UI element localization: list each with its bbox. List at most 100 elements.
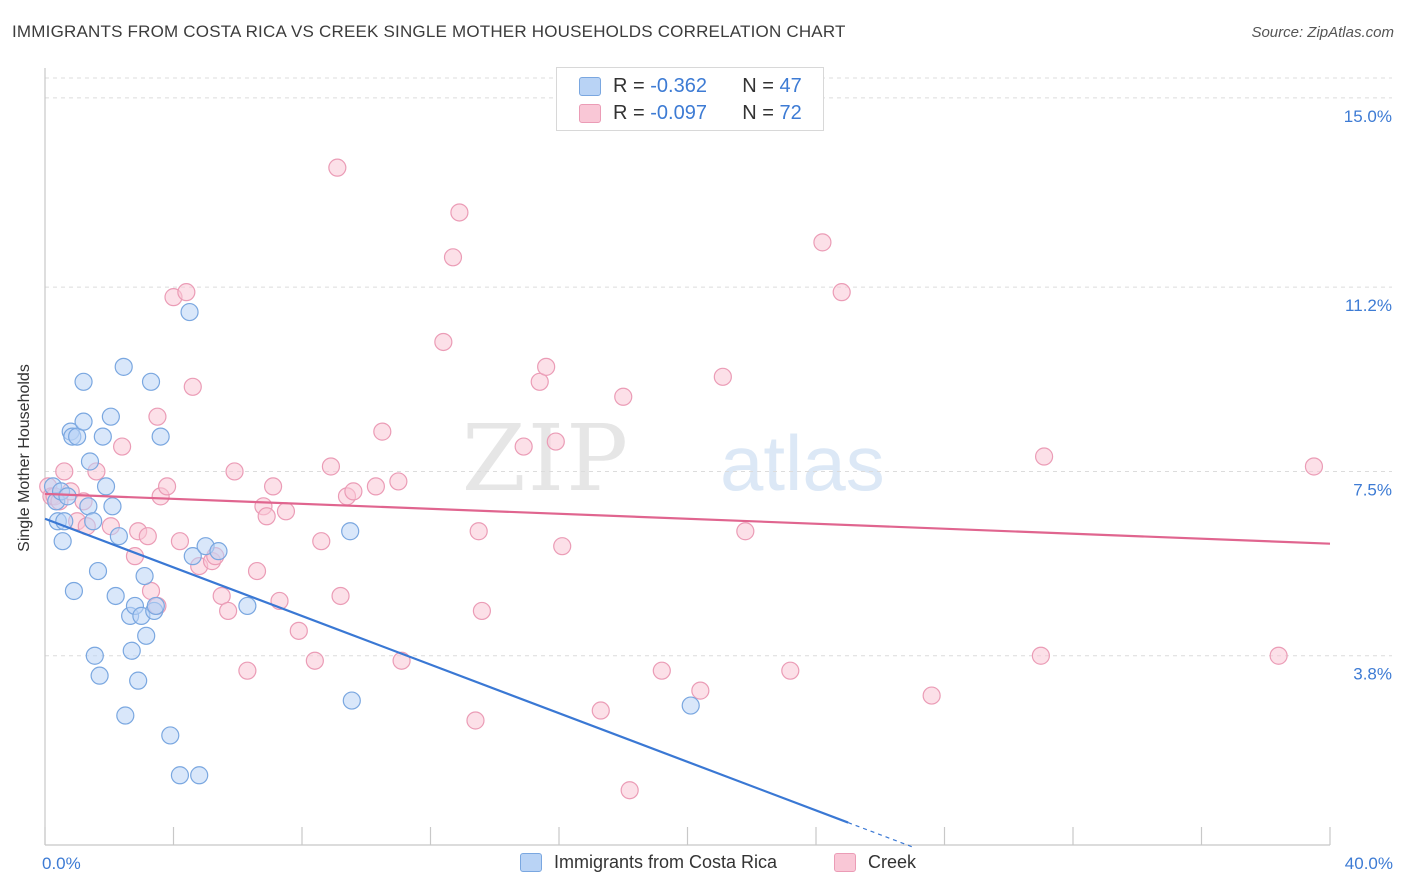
point-creek-60 (591, 701, 610, 720)
y-tick-label-0: 3.8% (1353, 665, 1392, 684)
trend-line-costa-rica (44, 517, 849, 824)
trend-line-costa-rica-extension (847, 822, 913, 848)
point-costa-rica-12 (74, 372, 93, 391)
point-creek-33 (257, 507, 276, 526)
legend-r-label: R = (613, 74, 651, 97)
point-creek-39 (312, 532, 331, 551)
y-tick-label-2: 11.2% (1345, 296, 1392, 315)
point-creek-55 (514, 437, 533, 456)
point-costa-rica-18 (90, 666, 109, 685)
legend-label-creek: Creek (868, 852, 917, 872)
point-costa-rica-26 (116, 706, 135, 725)
point-creek-65 (713, 367, 732, 386)
point-creek-41 (328, 158, 347, 177)
legend-r-value: -0.097 (650, 101, 707, 124)
legend-r-value: -0.362 (650, 74, 707, 97)
legend-n-label: N = (742, 101, 780, 124)
legend-r-label: R = (613, 101, 651, 124)
legend-row-costa-rica: R = -0.362 N = 47 (579, 73, 802, 99)
point-creek-50 (443, 248, 463, 267)
point-costa-rica-17 (88, 561, 108, 581)
point-costa-rica-6 (58, 487, 77, 506)
point-creek-11 (112, 437, 132, 456)
point-creek-66 (736, 522, 755, 541)
point-creek-47 (389, 472, 408, 491)
point-costa-rica-15 (84, 512, 103, 531)
legend-n-value: 47 (779, 74, 802, 97)
point-creek-36 (276, 502, 296, 521)
point-costa-rica-45 (238, 596, 257, 616)
point-creek-38 (305, 651, 324, 670)
point-creek-73 (1269, 646, 1288, 665)
watermark: ZIP atlas (462, 405, 885, 512)
point-creek-23 (183, 377, 202, 396)
point-creek-54 (472, 601, 491, 621)
point-creek-61 (614, 387, 633, 406)
point-creek-4 (55, 462, 74, 481)
stats-legend: R = -0.362 N = 47 R = -0.097 N = 72 (556, 67, 824, 131)
point-creek-46 (373, 422, 392, 441)
point-creek-52 (466, 711, 485, 730)
point-creek-71 (1031, 646, 1050, 665)
point-costa-rica-36 (146, 596, 165, 616)
point-creek-48 (392, 651, 411, 670)
point-creek-45 (366, 477, 385, 496)
point-creek-29 (225, 462, 244, 481)
point-costa-rica-21 (101, 407, 120, 426)
point-costa-rica-30 (129, 671, 148, 690)
tick-labels: 3.8% 7.5% 11.2% 15.0% 0.0% 40.0% (42, 107, 1393, 873)
point-creek-37 (289, 621, 308, 640)
point-costa-rica-20 (96, 477, 116, 496)
point-creek-57 (537, 357, 556, 376)
point-costa-rica-28 (122, 641, 141, 660)
y-tick-label-1: 7.5% (1353, 480, 1392, 499)
point-costa-rica-23 (106, 586, 125, 606)
point-costa-rica-38 (161, 726, 180, 745)
point-costa-rica-42 (190, 766, 209, 785)
legend-swatch-pink (834, 853, 856, 872)
point-costa-rica-14 (80, 452, 100, 471)
chart-title: IMMIGRANTS FROM COSTA RICA VS CREEK SING… (12, 22, 846, 41)
point-creek-63 (652, 661, 671, 680)
point-creek-44 (344, 482, 363, 501)
series-creek (39, 158, 1324, 800)
point-costa-rica-44 (209, 542, 228, 561)
point-costa-rica-47 (342, 691, 361, 710)
point-costa-rica-46 (341, 522, 360, 541)
y-tick-label-3: 15.0% (1344, 107, 1392, 126)
point-creek-64 (691, 681, 710, 700)
point-creek-67 (781, 661, 800, 680)
grid (45, 77, 1392, 657)
point-costa-rica-16 (85, 646, 104, 665)
x-tick-label-0: 0.0% (42, 854, 81, 873)
point-costa-rica-11 (74, 412, 93, 431)
source-label: Source: ZipAtlas.com (1251, 24, 1394, 41)
legend-swatch-blue (520, 853, 542, 872)
legend-item-creek: Creek (834, 852, 916, 873)
point-costa-rica-22 (103, 497, 122, 516)
point-creek-72 (1034, 447, 1054, 466)
axes (44, 68, 1331, 846)
point-costa-rica-4 (53, 532, 72, 551)
trend-lines (44, 492, 1331, 848)
point-creek-42 (331, 586, 350, 606)
point-creek-20 (170, 532, 190, 551)
point-costa-rica-40 (180, 302, 199, 322)
point-costa-rica-41 (183, 547, 202, 566)
legend-swatch-pink (579, 103, 601, 123)
series-legend: Immigrants from Costa Rica Creek (0, 852, 1406, 878)
point-creek-40 (321, 457, 341, 476)
watermark-zip: ZIP (462, 405, 630, 512)
legend-item-costa-rica: Immigrants from Costa Rica (520, 852, 777, 873)
legend-swatch-blue (579, 76, 601, 96)
point-costa-rica-39 (170, 766, 190, 785)
trend-line-creek (44, 492, 1331, 545)
point-creek-28 (219, 601, 238, 621)
point-costa-rica-48 (681, 696, 700, 715)
legend-n-value: 72 (779, 101, 802, 124)
point-creek-49 (434, 332, 453, 352)
point-costa-rica-34 (141, 372, 161, 391)
point-creek-58 (546, 432, 565, 451)
point-creek-22 (177, 283, 196, 302)
watermark-atlas: atlas (720, 419, 885, 507)
